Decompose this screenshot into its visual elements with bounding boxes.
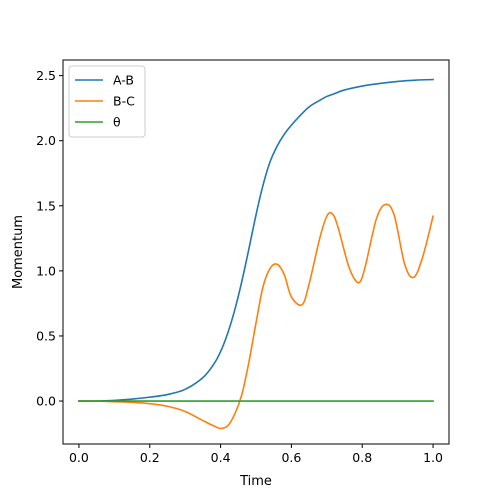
- x-axis-ticks: 0.0 0.2 0.4 0.6 0.8 1.0: [69, 444, 443, 465]
- series-layer: [78, 78, 435, 430]
- series-line-0: [78, 78, 434, 402]
- x-tick-label: 0.2: [140, 450, 160, 465]
- y-tick-label: 2.0: [36, 133, 56, 148]
- y-tick-label: 2.5: [36, 68, 56, 83]
- x-tick-label: 0.0: [69, 450, 89, 465]
- y-tick-label: 0.5: [36, 328, 56, 343]
- legend-label: B-C: [113, 94, 135, 109]
- legend: A-B B-C θ: [68, 65, 146, 138]
- legend-label: θ: [113, 115, 121, 130]
- series-line-1: [78, 203, 435, 430]
- y-tick-label: 0.0: [36, 394, 56, 409]
- y-axis-ticks: 0.0 0.5 1.0 1.5 2.0 2.5: [36, 68, 63, 409]
- x-tick-label: 0.8: [352, 450, 372, 465]
- x-tick-label: 0.6: [281, 450, 301, 465]
- y-tick-label: 1.5: [36, 198, 56, 213]
- legend-box: [68, 65, 146, 138]
- legend-label: A-B: [113, 73, 134, 88]
- plot-frame: [62, 59, 450, 445]
- y-axis-label: Momentum: [11, 215, 26, 289]
- x-axis-label: Time: [239, 474, 272, 489]
- y-tick-label: 1.0: [36, 263, 56, 278]
- x-tick-label: 0.4: [211, 450, 231, 465]
- x-tick-label: 1.0: [423, 450, 443, 465]
